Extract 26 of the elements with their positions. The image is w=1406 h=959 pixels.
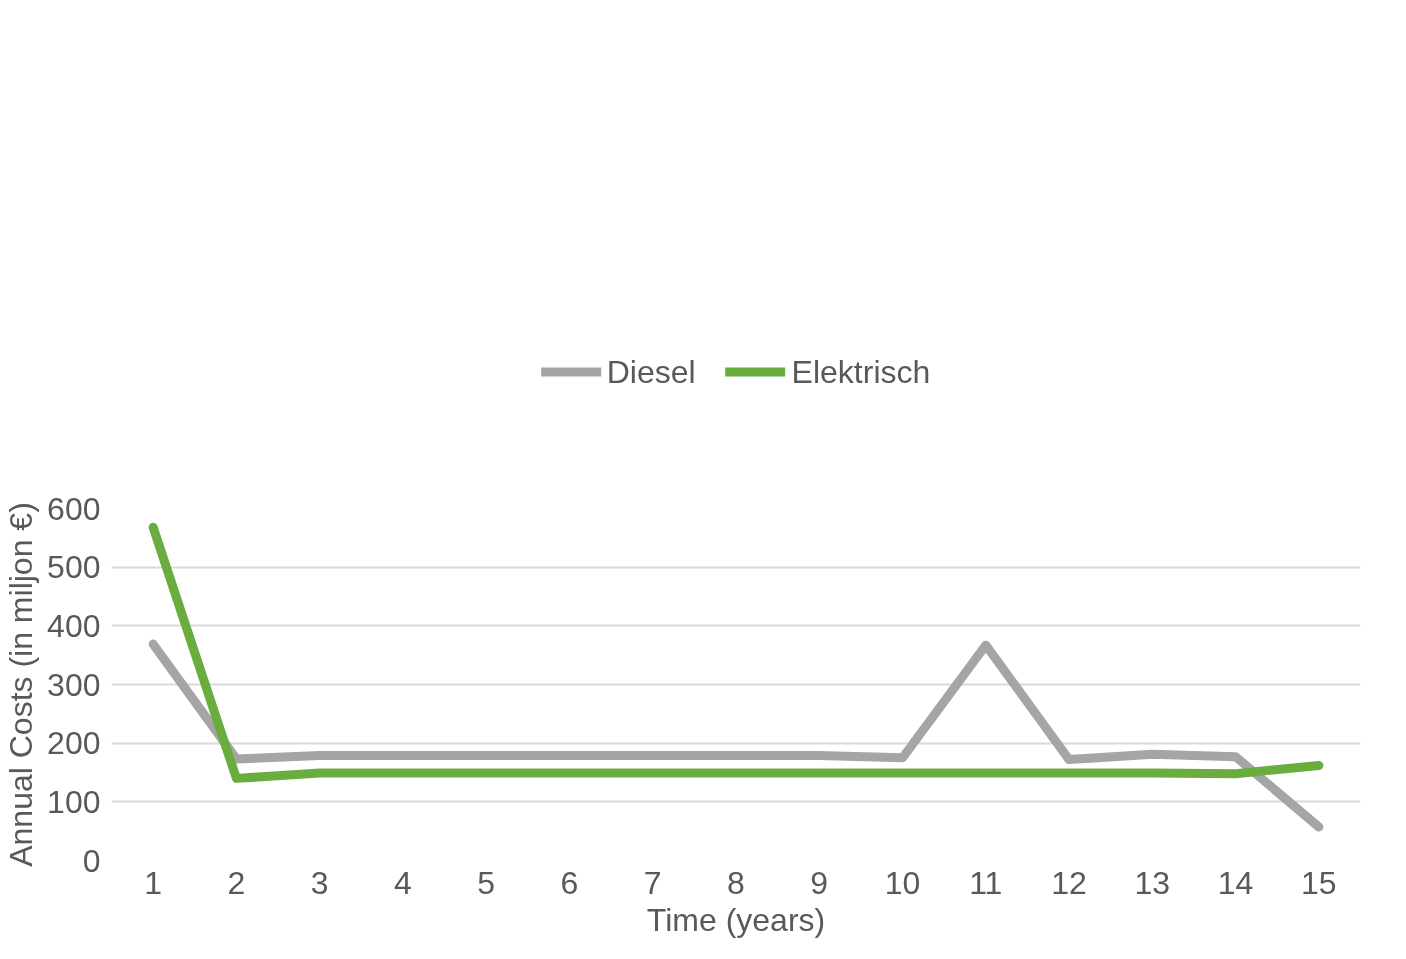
y-axis-title: Annual Costs (in miljon €) — [3, 502, 40, 867]
legend-label: Diesel — [606, 353, 696, 391]
y-tick-label: 300 — [47, 666, 101, 703]
y-tick-label: 200 — [47, 725, 101, 762]
x-tick-label: 7 — [643, 864, 662, 901]
legend-label: Elektrisch — [791, 353, 931, 391]
x-tick-label: 14 — [1217, 864, 1254, 901]
x-tick-label: 8 — [727, 864, 745, 901]
x-tick-label: 2 — [227, 864, 246, 901]
y-tick-label: 400 — [47, 607, 101, 644]
x-tick-label: 10 — [884, 864, 921, 901]
x-tick-label: 13 — [1134, 864, 1171, 901]
y-tick-label: 100 — [47, 783, 101, 820]
x-tick-label: 6 — [560, 864, 579, 901]
x-tick-label: 11 — [969, 864, 1003, 901]
x-tick-label: 5 — [477, 864, 496, 901]
x-tick-label: 4 — [394, 864, 412, 901]
x-tick-label: 9 — [810, 864, 829, 901]
y-tick-label: 600 — [47, 490, 101, 527]
x-tick-label: 1 — [144, 864, 163, 901]
x-tick-label: 15 — [1301, 864, 1337, 901]
y-tick-label: 500 — [47, 549, 101, 586]
y-tick-label: 0 — [82, 842, 101, 879]
x-axis-title: Time (years) — [646, 901, 826, 938]
x-tick-label: 12 — [1051, 864, 1087, 901]
x-tick-label: 3 — [310, 864, 329, 901]
